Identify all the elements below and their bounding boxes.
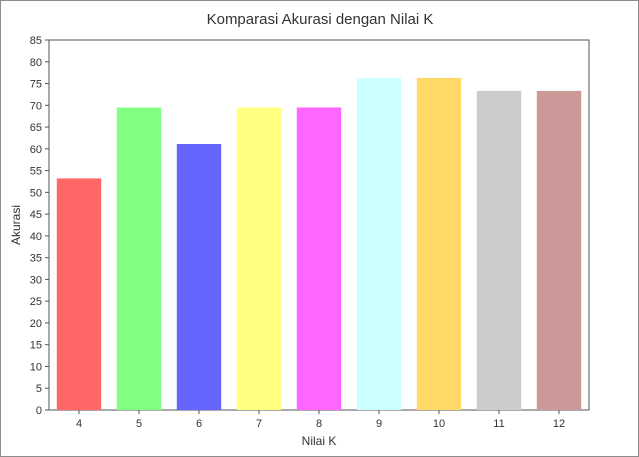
y-tick-label: 85 bbox=[30, 35, 42, 47]
bar-k-10 bbox=[416, 77, 462, 411]
y-tick-label: 60 bbox=[30, 144, 42, 156]
x-tick-label: 9 bbox=[376, 418, 382, 430]
x-tick-label: 4 bbox=[76, 418, 82, 430]
y-tick-label: 55 bbox=[30, 166, 42, 178]
x-tick-label: 10 bbox=[433, 418, 445, 430]
x-tick-label: 6 bbox=[196, 418, 202, 430]
x-tick-label: 12 bbox=[553, 418, 565, 430]
y-tick-label: 10 bbox=[30, 361, 42, 373]
x-axis-ticks: 4 5 6 7 8 9 10 11 12 bbox=[76, 410, 565, 430]
y-tick-label: 50 bbox=[30, 187, 42, 199]
y-tick-label: 20 bbox=[30, 318, 42, 330]
x-tick-label: 8 bbox=[316, 418, 322, 430]
bar-k-5 bbox=[116, 107, 162, 410]
y-axis-title: Akurasi bbox=[9, 205, 23, 245]
y-tick-label: 40 bbox=[30, 231, 42, 243]
bars-group bbox=[56, 77, 582, 411]
y-tick-label: 15 bbox=[30, 340, 42, 352]
bar-k-6 bbox=[176, 144, 222, 410]
y-tick-label: 45 bbox=[30, 209, 42, 221]
bar-k-11 bbox=[476, 90, 522, 411]
bar-k-9 bbox=[356, 77, 402, 411]
x-tick-label: 11 bbox=[493, 418, 504, 430]
y-tick-label: 0 bbox=[36, 405, 42, 417]
y-tick-label: 5 bbox=[36, 383, 42, 395]
y-tick-label: 25 bbox=[30, 296, 42, 308]
y-tick-label: 80 bbox=[30, 57, 42, 69]
y-tick-label: 70 bbox=[30, 100, 42, 112]
x-tick-label: 7 bbox=[256, 418, 262, 430]
y-tick-label: 30 bbox=[30, 274, 42, 286]
x-axis-title: Nilai K bbox=[302, 434, 337, 448]
bar-k-12 bbox=[536, 90, 582, 411]
x-tick-label: 5 bbox=[136, 418, 142, 430]
bar-k-7 bbox=[236, 107, 282, 410]
y-tick-label: 65 bbox=[30, 122, 42, 134]
bar-k-4 bbox=[56, 178, 102, 410]
y-tick-label: 75 bbox=[30, 79, 42, 91]
bar-k-8 bbox=[296, 107, 342, 410]
chart-title: Komparasi Akurasi dengan Nilai K bbox=[207, 11, 434, 28]
y-axis-ticks: 0 5 10 15 20 25 30 35 40 45 50 55 60 65 70 75 80 85 bbox=[30, 35, 49, 417]
y-tick-label: 35 bbox=[30, 253, 42, 265]
